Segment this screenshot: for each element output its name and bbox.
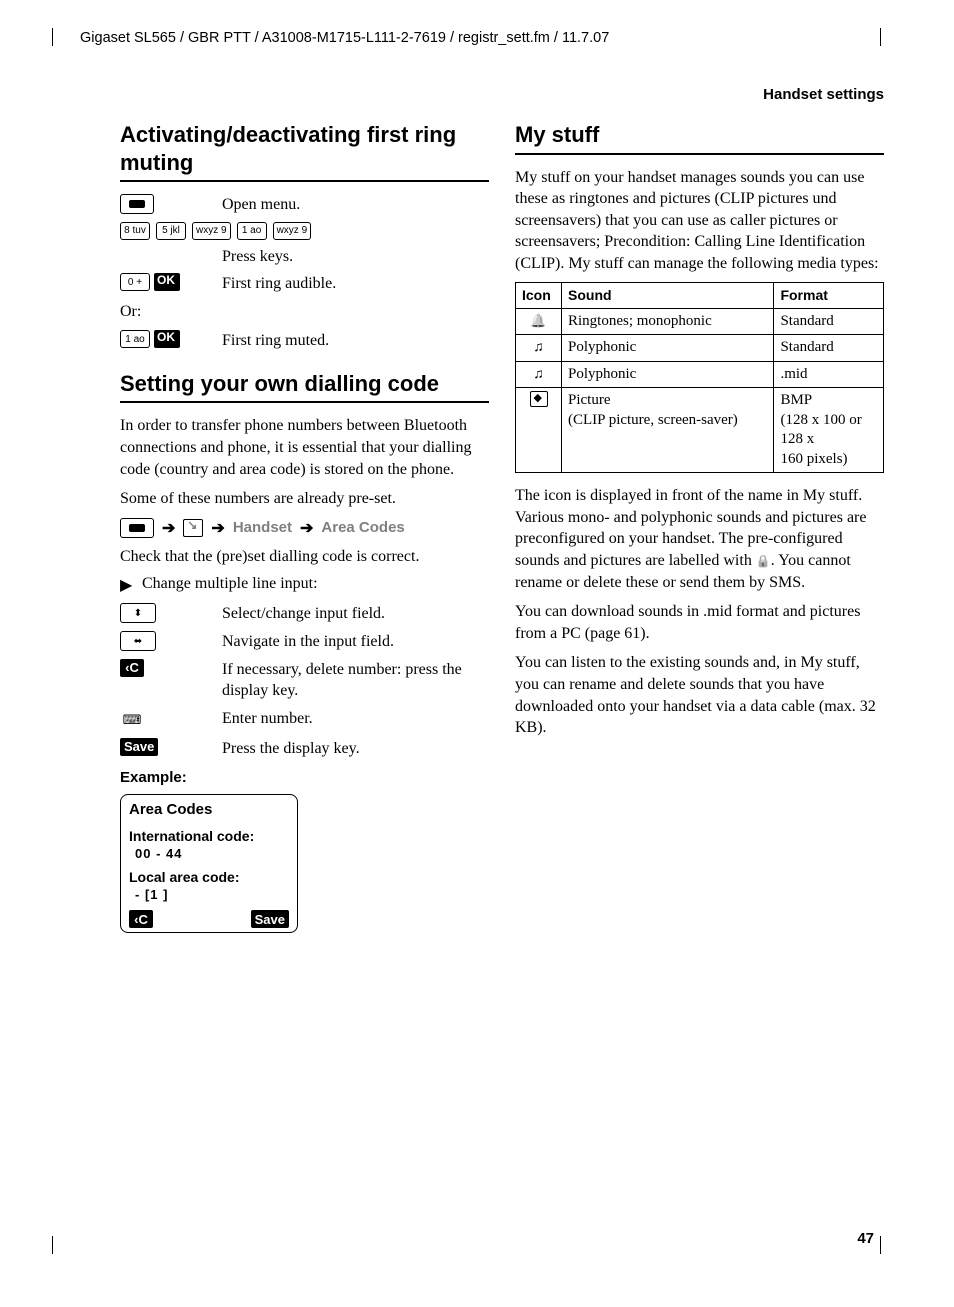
text-press-display: Press the display key. bbox=[222, 738, 489, 760]
key-8: 8 tuv bbox=[120, 222, 150, 240]
phone-save-softkey: Save bbox=[251, 910, 289, 928]
key-9b: wxyz 9 bbox=[273, 222, 312, 240]
key-5: 5 jkl bbox=[156, 222, 186, 240]
key-1: 1 ao bbox=[237, 222, 267, 240]
cell-r3-format: .mid bbox=[774, 361, 884, 388]
cell-r1-format: Standard bbox=[774, 308, 884, 335]
media-table: Icon Sound Format Ringtones; monophonic … bbox=[515, 282, 884, 473]
note-icon-1 bbox=[533, 339, 544, 355]
phone-intl-val: 00 - 44 bbox=[129, 846, 289, 861]
save-key-icon: Save bbox=[120, 738, 158, 756]
ok-key-b: OK bbox=[154, 330, 180, 348]
text-first-muted: First ring muted. bbox=[222, 330, 489, 352]
para-mystuff-1: My stuff on your handset manages sounds … bbox=[515, 167, 884, 275]
cell-r4-sound: Picture (CLIP picture, screen-saver) bbox=[562, 388, 774, 473]
cell-r3-sound: Polyphonic bbox=[562, 361, 774, 388]
c-key-icon: ‹C bbox=[120, 659, 144, 677]
nav-handset: Handset bbox=[233, 519, 292, 536]
para-mystuff-3: You can download sounds in .mid format a… bbox=[515, 601, 884, 644]
example-label: Example bbox=[120, 769, 182, 786]
th-sound: Sound bbox=[562, 283, 774, 308]
para-mystuff-4: You can listen to the existing sounds an… bbox=[515, 652, 884, 738]
cell-r2-format: Standard bbox=[774, 335, 884, 362]
key-sequence: 8 tuv 5 jkl wxyz 9 1 ao wxyz 9 bbox=[120, 222, 311, 240]
key-9a: wxyz 9 bbox=[192, 222, 231, 240]
arrow-icon-2: ➔ bbox=[211, 518, 224, 538]
heading-ring-muting: Activating/deactivating first ring mutin… bbox=[120, 121, 489, 182]
section-label: Handset settings bbox=[120, 86, 884, 103]
picture-icon bbox=[530, 391, 548, 407]
header-path: Gigaset SL565 / GBR PTT / A31008-M1715-L… bbox=[80, 30, 884, 46]
heading-dialling-code: Setting your own dialling code bbox=[120, 370, 489, 404]
keypad-icon: ⌨ bbox=[120, 708, 144, 732]
arrow-icon: ➔ bbox=[162, 518, 175, 538]
text-change-multi: Change multiple line input: bbox=[142, 575, 318, 595]
ok-key: OK bbox=[154, 273, 180, 291]
para-mystuff-2: The icon is displayed in front of the na… bbox=[515, 485, 884, 593]
page-number: 47 bbox=[857, 1230, 874, 1247]
bell-icon bbox=[530, 313, 546, 329]
updown-key-icon: ⬍ bbox=[120, 603, 156, 623]
arrow-icon-3: ➔ bbox=[300, 518, 313, 538]
right-column: My stuff My stuff on your handset manage… bbox=[515, 121, 884, 933]
note-icon-2 bbox=[533, 366, 544, 382]
menu-key-icon bbox=[120, 194, 154, 214]
leftright-key-icon: ⬌ bbox=[120, 631, 156, 651]
th-format: Format bbox=[774, 283, 884, 308]
phone-example-box: Area Codes International code: 00 - 44 L… bbox=[120, 794, 298, 933]
lock-icon bbox=[756, 552, 771, 569]
cell-r4-format: BMP (128 x 100 or 128 x 160 pixels) bbox=[774, 388, 884, 473]
nav-area-codes: Area Codes bbox=[321, 519, 404, 536]
text-navigate: Navigate in the input field. bbox=[222, 631, 489, 653]
text-press-keys: Press keys. bbox=[222, 246, 489, 268]
th-icon: Icon bbox=[516, 283, 562, 308]
left-column: Activating/deactivating first ring mutin… bbox=[120, 121, 489, 933]
heading-my-stuff: My stuff bbox=[515, 121, 884, 155]
phone-c-softkey: ‹C bbox=[129, 910, 153, 928]
phone-intl-label: International code: bbox=[129, 828, 289, 844]
cell-r1-sound: Ringtones; monophonic bbox=[562, 308, 774, 335]
para-dialling-3: Check that the (pre)set dialling code is… bbox=[120, 546, 489, 568]
cell-r2-sound: Polyphonic bbox=[562, 335, 774, 362]
settings-icon bbox=[183, 519, 203, 537]
para-dialling-2: Some of these numbers are already pre-se… bbox=[120, 488, 489, 510]
text-first-audible: First ring audible. bbox=[222, 273, 489, 295]
bullet-icon: ▶ bbox=[120, 575, 134, 595]
text-or: Or: bbox=[120, 301, 489, 323]
text-select: Select/change input field. bbox=[222, 603, 489, 625]
phone-local-label: Local area code: bbox=[129, 869, 289, 885]
nav-path: ➔ ➔ Handset ➔ Area Codes bbox=[120, 518, 489, 538]
text-delete: If necessary, delete number: press the d… bbox=[222, 659, 489, 702]
menu-key-icon-2 bbox=[120, 518, 154, 538]
key-1b: 1 ao bbox=[120, 330, 150, 348]
text-open-menu: Open menu. bbox=[222, 194, 489, 216]
text-enter: Enter number. bbox=[222, 708, 489, 730]
para-dialling-1: In order to transfer phone numbers betwe… bbox=[120, 415, 489, 480]
phone-title: Area Codes bbox=[129, 801, 289, 818]
phone-local-val: - [1 ] bbox=[129, 887, 289, 902]
key-0: 0 + bbox=[120, 273, 150, 291]
